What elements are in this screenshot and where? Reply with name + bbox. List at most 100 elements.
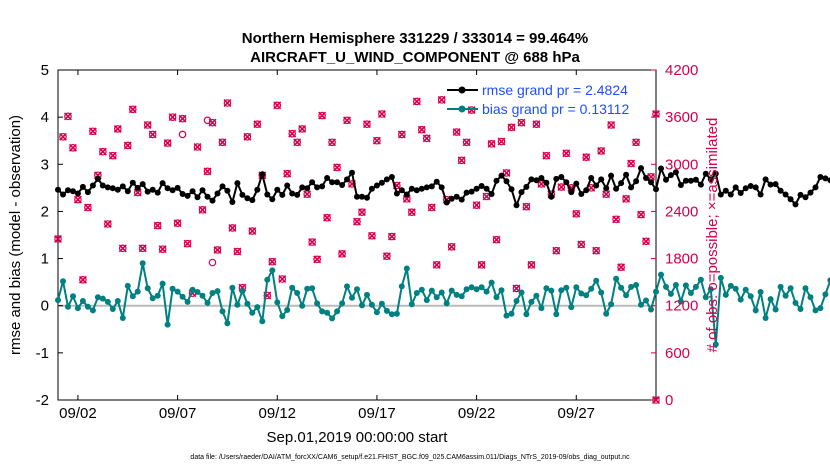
rmse-point (159, 180, 166, 187)
rmse-point (89, 182, 96, 189)
bias-point (493, 294, 500, 301)
rmse-point (653, 186, 659, 193)
rmse-point (114, 186, 121, 193)
obs-possible-point (248, 227, 257, 235)
obs-possible-point (99, 147, 107, 156)
data-file-footnote: data file: /Users/raeder/DAI/ATM_forcXX/… (190, 454, 630, 461)
bias-point (189, 286, 196, 293)
bias-point (164, 321, 171, 328)
rmse-point (712, 170, 719, 177)
obs-assimilated-point (298, 124, 307, 133)
rmse-point (608, 172, 615, 179)
rmse-point (478, 183, 485, 189)
bias-point (453, 291, 460, 298)
obs-assimilated-point (343, 116, 351, 125)
bias-point (692, 283, 699, 290)
bias-point (368, 301, 375, 308)
bias-point (702, 294, 709, 301)
obs-assimilated-point (522, 202, 531, 211)
obs-assimilated-point (213, 245, 222, 254)
obs-possible-point (627, 159, 635, 168)
rmse-point (428, 183, 435, 190)
obs-assimilated-point (652, 110, 660, 118)
obs-possible-point (323, 213, 331, 222)
bias-point (334, 308, 341, 315)
obs-possible-point (542, 151, 551, 160)
obs-assimilated-point (532, 120, 541, 129)
obs-assimilated-point (143, 121, 152, 129)
bias-point (752, 307, 759, 314)
rmse-point (663, 176, 669, 183)
rmse-point (573, 180, 580, 187)
rmse-point (762, 176, 769, 183)
rmse-point (239, 191, 246, 198)
bias-point (782, 292, 789, 299)
obs-possible-point (218, 138, 227, 147)
rmse-point (777, 187, 784, 194)
obs-assimilated-point (427, 203, 436, 212)
bias-point (563, 284, 570, 291)
obs-possible-point (233, 247, 242, 256)
obs-possible-point (417, 125, 426, 134)
obs-possible-point (577, 240, 586, 249)
obs-possible-point (582, 153, 591, 162)
obs-assimilated-point (328, 138, 337, 147)
rmse-point (144, 188, 151, 195)
obs-possible-point (203, 116, 212, 125)
obs-assimilated-point (367, 231, 376, 240)
obs-assimilated-point (133, 188, 142, 197)
obs-assimilated-point (517, 118, 526, 127)
rmse-point (254, 186, 261, 193)
rmse-point (134, 184, 141, 191)
rmse-point (553, 175, 560, 182)
obs-possible-point (437, 96, 446, 104)
rmse-point (109, 185, 116, 192)
rmse-point (60, 191, 66, 198)
obs-assimilated-point (253, 120, 262, 129)
rmse-point (797, 191, 804, 198)
obs-assimilated-point (472, 201, 481, 210)
rmse-point (533, 177, 540, 184)
bias-point (169, 285, 176, 292)
bias-point (717, 274, 724, 281)
rmse-point (568, 189, 575, 196)
rmse-point (817, 174, 824, 180)
obs-possible-point (288, 129, 297, 138)
obs-assimilated-point (417, 125, 426, 134)
obs-possible-point (193, 143, 202, 151)
obs-possible-point (84, 203, 92, 212)
rmse-point (787, 196, 794, 203)
obs-possible-point (253, 120, 262, 129)
y-right-tick-label: 600 (665, 345, 690, 362)
obs-assimilated-point (288, 129, 297, 138)
obs-assimilated-point (153, 221, 162, 230)
obs-possible-point (612, 215, 620, 224)
rmse-point (418, 185, 425, 192)
x-tick-label: 09/22 (458, 405, 496, 422)
bias-point (393, 310, 400, 317)
obs-assimilated-point (203, 167, 212, 176)
rmse-point (214, 190, 221, 197)
rmse-point (717, 191, 724, 198)
obs-possible-point (328, 138, 336, 147)
obs-assimilated-point (218, 138, 227, 147)
bias-point (672, 282, 679, 288)
rmse-point (393, 190, 400, 197)
obs-assimilated-point (632, 138, 641, 147)
bias-point (682, 282, 689, 289)
obs-possible-point (138, 244, 147, 253)
bias-point (413, 290, 420, 296)
rmse-point (259, 171, 266, 178)
rmse-point (413, 187, 420, 194)
bias-point (687, 290, 694, 296)
obs-assimilated-point (268, 257, 277, 266)
y-right-tick-label: 0 (665, 392, 673, 409)
rmse-point (154, 189, 161, 196)
bias-point (319, 308, 326, 315)
bias-point (558, 287, 565, 294)
obs-assimilated-point (492, 235, 501, 244)
obs-assimilated-point (198, 205, 207, 214)
rmse-point (548, 193, 555, 200)
